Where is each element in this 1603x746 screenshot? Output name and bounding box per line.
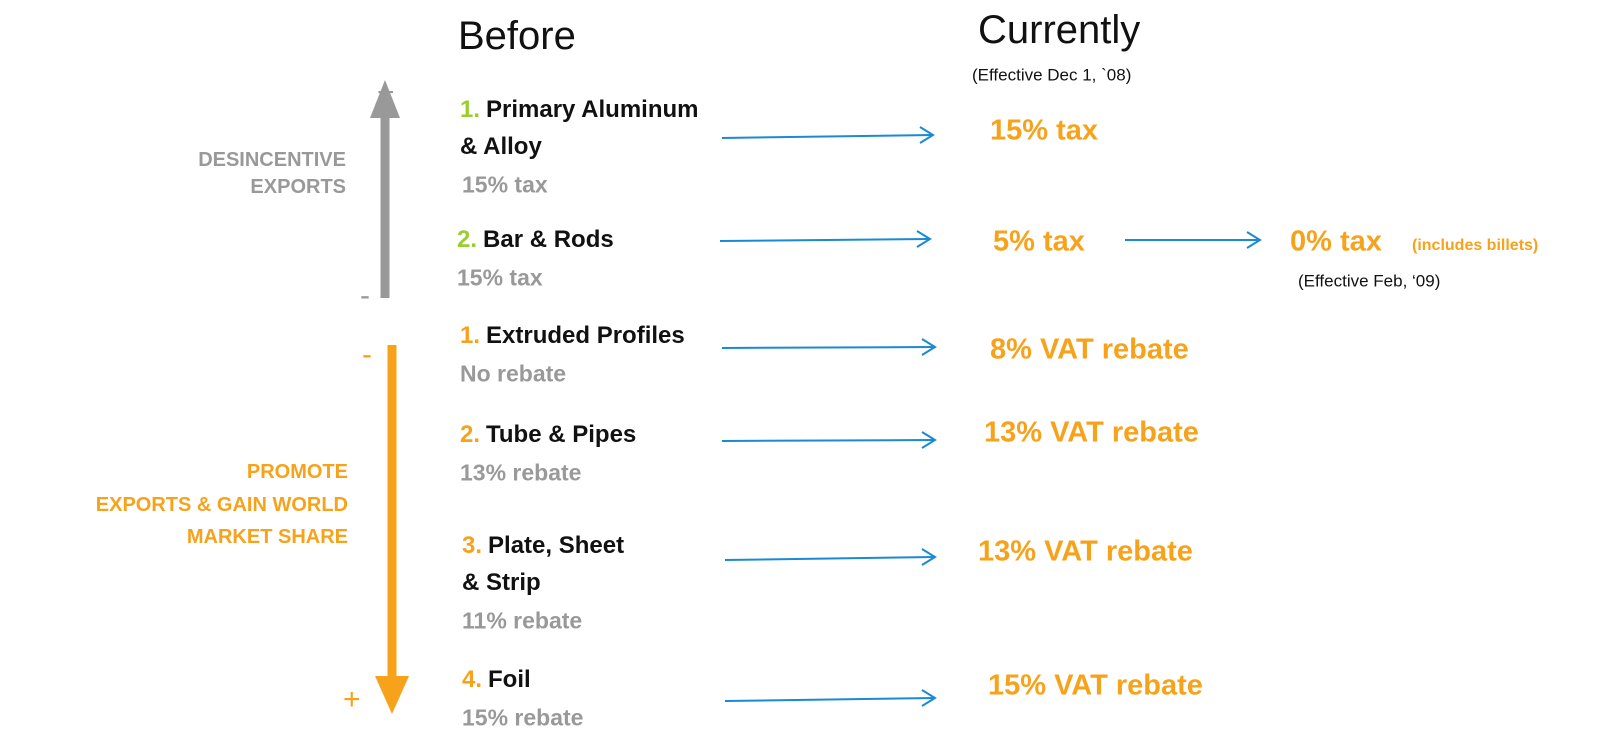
current-value: 13% VAT rebate [978, 535, 1193, 568]
item-name-text: Extruded Profiles [486, 322, 685, 349]
next-note: (includes billets) [1412, 237, 1539, 254]
item-number: 2. [457, 226, 478, 253]
disincentive-label: DESINCENTIVE [198, 149, 346, 171]
item-name: 1. Extruded Profiles [460, 324, 685, 348]
item-name-text: Bar & Rods [483, 226, 614, 253]
rebate-axis [375, 345, 409, 714]
promote-label: PROMOTE [246, 461, 348, 483]
item-number: 4. [462, 666, 483, 693]
item-name-text: & Alloy [460, 133, 542, 160]
item-name-text: Tube & Pipes [486, 421, 637, 448]
promote-label: MARKET SHARE [186, 526, 348, 548]
item-name: & Alloy [460, 135, 542, 159]
next-effective: (Effective Feb, ‘09) [1298, 271, 1441, 291]
before-value: 15% rebate [462, 704, 584, 731]
item-name: & Strip [462, 571, 541, 595]
item-number: 1. [460, 322, 481, 349]
current-value: 8% VAT rebate [990, 333, 1189, 366]
tax-axis [370, 80, 400, 298]
next-value: 0% tax [1290, 225, 1382, 258]
item-number: 3. [462, 532, 483, 559]
current-value: 5% tax [993, 225, 1085, 258]
promote-label: EXPORTS & GAIN WORLD [95, 494, 348, 516]
axis-sign: + [343, 683, 361, 716]
item-name: 4. Foil [462, 668, 531, 692]
before-value: 15% tax [457, 264, 543, 291]
current-value: 13% VAT rebate [984, 416, 1199, 449]
item-name: 2. Bar & Rods [457, 228, 614, 252]
item-name: 2. Tube & Pipes [460, 423, 636, 447]
disincentive-label: EXPORTS [250, 176, 346, 198]
axis-sign: + [377, 76, 395, 109]
currently-note: (Effective Dec 1, `08) [972, 65, 1132, 85]
item-name-text: Foil [488, 666, 531, 693]
current-value: 15% tax [990, 114, 1099, 147]
item-number: 2. [460, 421, 481, 448]
before-value: 15% tax [462, 171, 548, 198]
before-value: No rebate [460, 360, 567, 387]
item-name-text: & Strip [462, 569, 541, 596]
item-name-text: Primary Aluminum [486, 96, 699, 123]
before-value: 13% rebate [460, 459, 582, 486]
item-number: 1. [460, 96, 481, 123]
item-name: 3. Plate, Sheet [462, 534, 624, 558]
current-value: 15% VAT rebate [988, 669, 1203, 702]
item-name-text: Plate, Sheet [488, 532, 625, 559]
item-name: 1. Primary Aluminum [460, 98, 699, 122]
item-arrows [719, 126, 1262, 707]
before-value: 11% rebate [462, 607, 583, 634]
axis-sign: - [362, 338, 372, 371]
currently-header: Currently [978, 8, 1141, 52]
axis-sign: - [360, 279, 370, 312]
before-header: Before [458, 14, 576, 58]
